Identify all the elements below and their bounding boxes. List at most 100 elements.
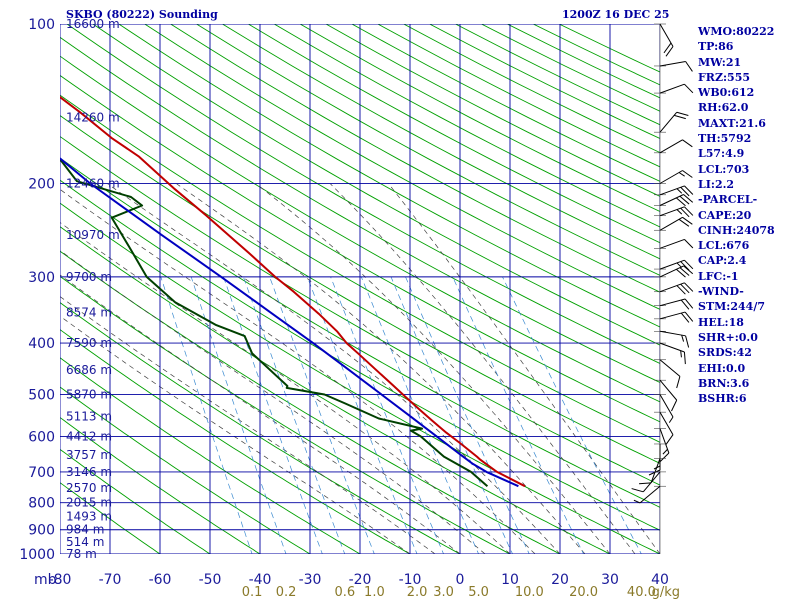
wind-barb bbox=[659, 139, 693, 154]
station-title: SKBO (80222) Sounding bbox=[66, 8, 218, 21]
temperature-label: -10 bbox=[399, 572, 422, 588]
wind-barb bbox=[659, 111, 689, 133]
stat-line: CAPE:20 bbox=[698, 208, 752, 222]
dry-adiabat bbox=[92, 24, 660, 346]
dry-adiabat bbox=[60, 250, 561, 554]
wind-barb bbox=[659, 194, 694, 207]
mixing-ratio-label: 0.1 bbox=[242, 585, 263, 600]
dry-adiabat bbox=[60, 115, 660, 464]
mixing-ratio-line bbox=[223, 276, 323, 554]
dry-adiabat bbox=[118, 24, 660, 328]
height-label: 514 m bbox=[66, 535, 104, 549]
height-label: 4412 m bbox=[66, 429, 112, 443]
mixing-ratio-label: 10.0 bbox=[515, 585, 544, 600]
grid-lines bbox=[60, 24, 660, 554]
stat-line: CINH:24078 bbox=[698, 223, 775, 237]
stat-line: MAXT:21.6 bbox=[698, 116, 766, 130]
dry-adiabat bbox=[60, 157, 660, 508]
height-label: 9700 m bbox=[66, 270, 112, 284]
height-label: 8574 m bbox=[66, 305, 112, 319]
moist-adiabat bbox=[175, 183, 586, 554]
stat-line: SRDS:42 bbox=[698, 346, 752, 360]
wind-barb bbox=[659, 411, 674, 445]
mixing-ratio-label: 40.0 bbox=[627, 585, 656, 600]
dry-adiabat bbox=[222, 24, 660, 260]
wind-barb bbox=[659, 185, 694, 197]
moist-adiabat bbox=[255, 183, 611, 554]
mixing-ratio-unit: g/kg bbox=[652, 585, 680, 600]
temperature-label: 30 bbox=[601, 572, 619, 588]
sounding-datetime: 1200Z 16 DEC 25 bbox=[562, 8, 670, 21]
stat-line: EHI:0.0 bbox=[698, 361, 746, 375]
wind-barb bbox=[659, 170, 693, 184]
mixing-ratio-label: 3.0 bbox=[433, 585, 454, 600]
dry-adiabat bbox=[60, 416, 261, 554]
height-label: 5870 m bbox=[66, 388, 112, 402]
temperature-line bbox=[60, 95, 526, 488]
stat-line: -PARCEL- bbox=[698, 193, 758, 207]
stat-line: RH:62.0 bbox=[698, 101, 749, 115]
dry-adiabat bbox=[60, 301, 461, 554]
dry-adiabat bbox=[60, 55, 660, 403]
stat-line: WMO:80222 bbox=[698, 25, 775, 38]
temperature-label: -80 bbox=[49, 572, 72, 588]
dry-adiabat bbox=[248, 24, 660, 244]
stat-line: STM:244/7 bbox=[698, 300, 765, 314]
temperature-label: -30 bbox=[299, 572, 322, 588]
mixing-ratio-line bbox=[502, 276, 642, 554]
dry-adiabat bbox=[60, 226, 612, 554]
wind-barb bbox=[659, 311, 694, 323]
wind-barb bbox=[648, 444, 661, 476]
stat-line: MW:21 bbox=[698, 55, 742, 69]
height-label: 2570 m bbox=[66, 481, 112, 495]
wind-barb bbox=[639, 458, 661, 485]
mixing-ratio-label: 2.0 bbox=[407, 585, 428, 600]
pressure-label: 800 bbox=[28, 496, 55, 512]
mixing-ratio-label: 20.0 bbox=[569, 585, 598, 600]
wind-barb bbox=[659, 330, 690, 348]
mb-label: mb bbox=[34, 572, 57, 588]
height-label: 6686 m bbox=[66, 363, 112, 377]
wind-barb bbox=[659, 83, 694, 94]
mixing-ratio-label: 1.0 bbox=[364, 585, 385, 600]
profiles bbox=[60, 95, 526, 488]
height-label: 5113 m bbox=[66, 409, 112, 423]
wind-barb bbox=[659, 282, 694, 295]
mixing-ratio-label: 5.0 bbox=[468, 585, 489, 600]
wind-barb bbox=[659, 298, 694, 310]
wind-barb bbox=[659, 359, 681, 389]
wind-barb bbox=[659, 23, 674, 57]
pressure-label: 100 bbox=[28, 17, 55, 33]
wind-barb bbox=[659, 342, 686, 365]
stat-line: WB0:612 bbox=[698, 86, 755, 100]
pressure-label: 400 bbox=[28, 336, 55, 352]
stat-line: FRZ:555 bbox=[698, 70, 751, 84]
wind-barb bbox=[659, 265, 694, 278]
height-label: 10970 m bbox=[66, 228, 120, 242]
height-label: 7590 m bbox=[66, 336, 112, 350]
stat-line: TH:5792 bbox=[698, 132, 752, 146]
dry-adiabat bbox=[60, 448, 211, 554]
height-label: 16600 m bbox=[66, 17, 120, 31]
temperature-label: 10 bbox=[501, 572, 519, 588]
wind-barb bbox=[659, 428, 670, 462]
pressure-label: 500 bbox=[28, 388, 55, 404]
temperature-label: 40 bbox=[651, 572, 669, 588]
pressure-label: 200 bbox=[28, 177, 55, 193]
temperature-label: 20 bbox=[551, 572, 569, 588]
wind-barb bbox=[659, 394, 674, 423]
temperature-label: -50 bbox=[199, 572, 222, 588]
dewpoint-line bbox=[60, 158, 489, 487]
dry-adiabat bbox=[60, 386, 311, 554]
temperature-label: 0 bbox=[456, 572, 465, 588]
parcel-line bbox=[60, 157, 519, 488]
dry-adiabat bbox=[196, 24, 660, 276]
mixing-ratio-line bbox=[243, 276, 346, 554]
mixing-ratio-line bbox=[405, 276, 530, 554]
wind-barb bbox=[659, 216, 693, 231]
wind-barb bbox=[631, 471, 661, 493]
stats-panel: WMO:80222 TP:86 MW:21 FRZ:555 WB0:612 RH:62.0… bbox=[698, 24, 775, 406]
temperature-label: -20 bbox=[349, 572, 372, 588]
dry-adiabat bbox=[60, 357, 361, 554]
